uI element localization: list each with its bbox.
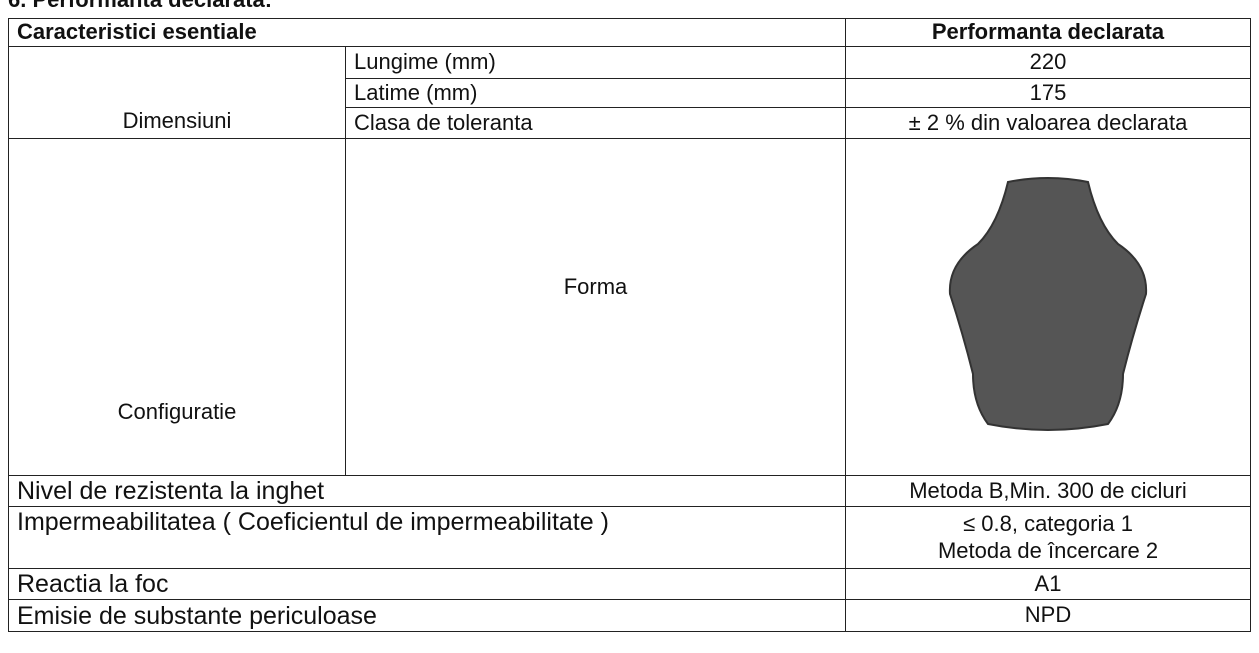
cell: 175 [845,78,1252,108]
cell: Lungime (mm) [344,46,847,79]
tile-shape [949,176,1148,431]
cell: Nivel de rezistenta la inghet [7,475,847,507]
row: Reactia la foc A1 [7,568,1252,600]
header-cell: Caracteristici esentiale [7,18,847,47]
heading: 6. Performanta declarata: [8,0,272,13]
value-line: ≤ 0.8, categoria 1 [963,511,1133,537]
cell: Latime (mm) [344,78,847,108]
row: Configuratie Forma [8,138,1252,476]
row: Nivel de rezistenta la inghet Metoda B,M… [7,475,1252,507]
cell: Reactia la foc [7,568,847,600]
header-cell: Performanta declarata [845,18,1252,47]
cell: NPD [845,599,1252,632]
image-cell [845,138,1252,476]
cell: 220 [845,46,1252,79]
group-cell: Configuratie [8,138,346,476]
cell: Emisie de substante periculoase [7,599,847,632]
cell: Impermeabilitatea ( Coeficientul de impe… [7,506,847,569]
cell: A1 [845,568,1252,600]
group-cell: Dimensiuni [8,46,346,139]
row: Impermeabilitatea ( Coeficientul de impe… [7,506,1252,569]
cell: Forma [344,138,847,476]
value-line: Metoda de încercare 2 [937,537,1159,563]
row: Latime (mm) 175 [9,78,1252,108]
performance-table: Caracteristici esentiale Performanta dec… [7,18,1252,632]
cell: ≤ 0.8, categoria 1 Metoda de încercare 2 [845,506,1252,569]
header-row: Caracteristici esentiale Performanta dec… [7,18,1252,47]
cell: ± 2 % din valoarea declarata [845,107,1252,139]
row: Emisie de substante periculoase NPD [7,599,1252,632]
cell: Metoda B,Min. 300 de cicluri [845,475,1252,507]
cell: Clasa de toleranta [344,107,847,139]
row: Dimensiuni Lungime (mm) 220 [8,46,1252,139]
